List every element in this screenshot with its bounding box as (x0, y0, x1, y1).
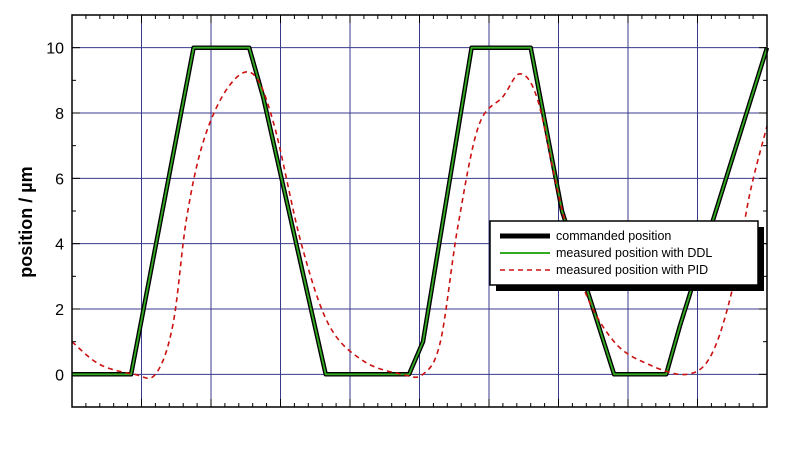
y-tick-label: 10 (46, 41, 64, 58)
series-line-2 (71, 70, 768, 380)
series-line-1 (72, 46, 768, 376)
plot-frame (71, 14, 768, 408)
legend-label-ddl: measured position with DDL (556, 246, 712, 260)
legend: commanded position measured position wit… (489, 220, 764, 291)
y-tick-label: 0 (55, 367, 64, 384)
y-tick-label: 4 (55, 237, 64, 254)
y-tick-label: 8 (55, 106, 64, 123)
legend-label-commanded: commanded position (556, 229, 671, 243)
y-axis-title: position / µm (16, 166, 36, 277)
legend-label-pid: measured position with PID (556, 263, 708, 277)
y-tick-labels: 0 2 4 6 8 10 (46, 41, 64, 385)
plot-border (71, 14, 768, 408)
series-lines (71, 45, 770, 380)
y-tick-label: 2 (55, 302, 64, 319)
y-tick-label: 6 (55, 171, 64, 188)
